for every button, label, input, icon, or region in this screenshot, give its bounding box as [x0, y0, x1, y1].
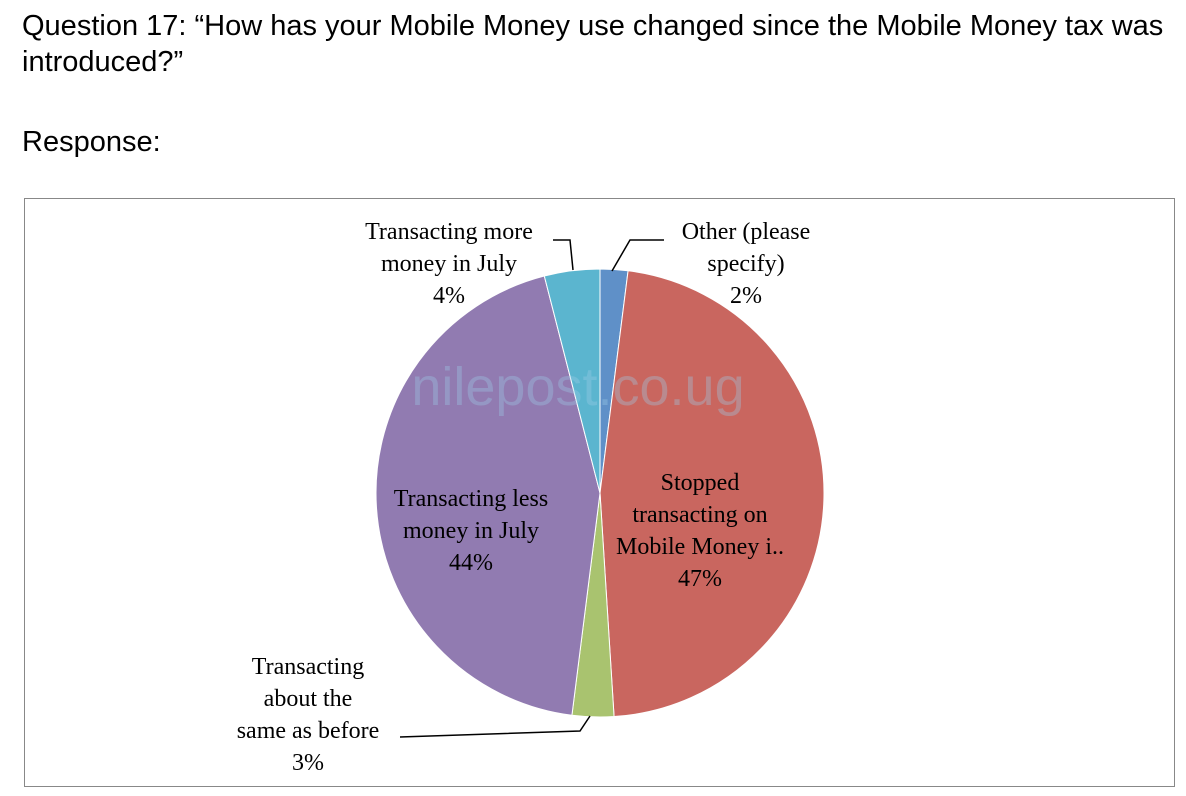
slice-value-label: 47% — [678, 566, 722, 592]
leader-line — [399, 715, 591, 738]
watermark: nilepost.co.ug — [411, 357, 744, 417]
slice-value-label: 2% — [730, 283, 762, 309]
leader-line — [611, 239, 664, 272]
pie-slice — [375, 275, 601, 716]
slice-label: Transacting less money in July — [393, 486, 549, 544]
slice-label: Other (please specify) — [681, 219, 811, 277]
response-heading: Response: — [22, 126, 161, 158]
leader-line — [553, 239, 574, 271]
slice-label: Stopped transacting on Mobile Money i.. — [616, 470, 784, 560]
slice-value-label: 3% — [292, 750, 324, 776]
slice-value-label: 4% — [433, 283, 465, 309]
slice-label: Transacting about the same as before — [236, 654, 380, 744]
question: Question 17: “How has your Mobile Money … — [22, 10, 1164, 78]
slice-label: Transacting more money in July — [365, 219, 533, 277]
slice-value-label: 44% — [449, 550, 493, 576]
pie-slice — [543, 268, 601, 494]
pie-slice — [599, 270, 825, 718]
chart-frame — [24, 198, 1175, 787]
